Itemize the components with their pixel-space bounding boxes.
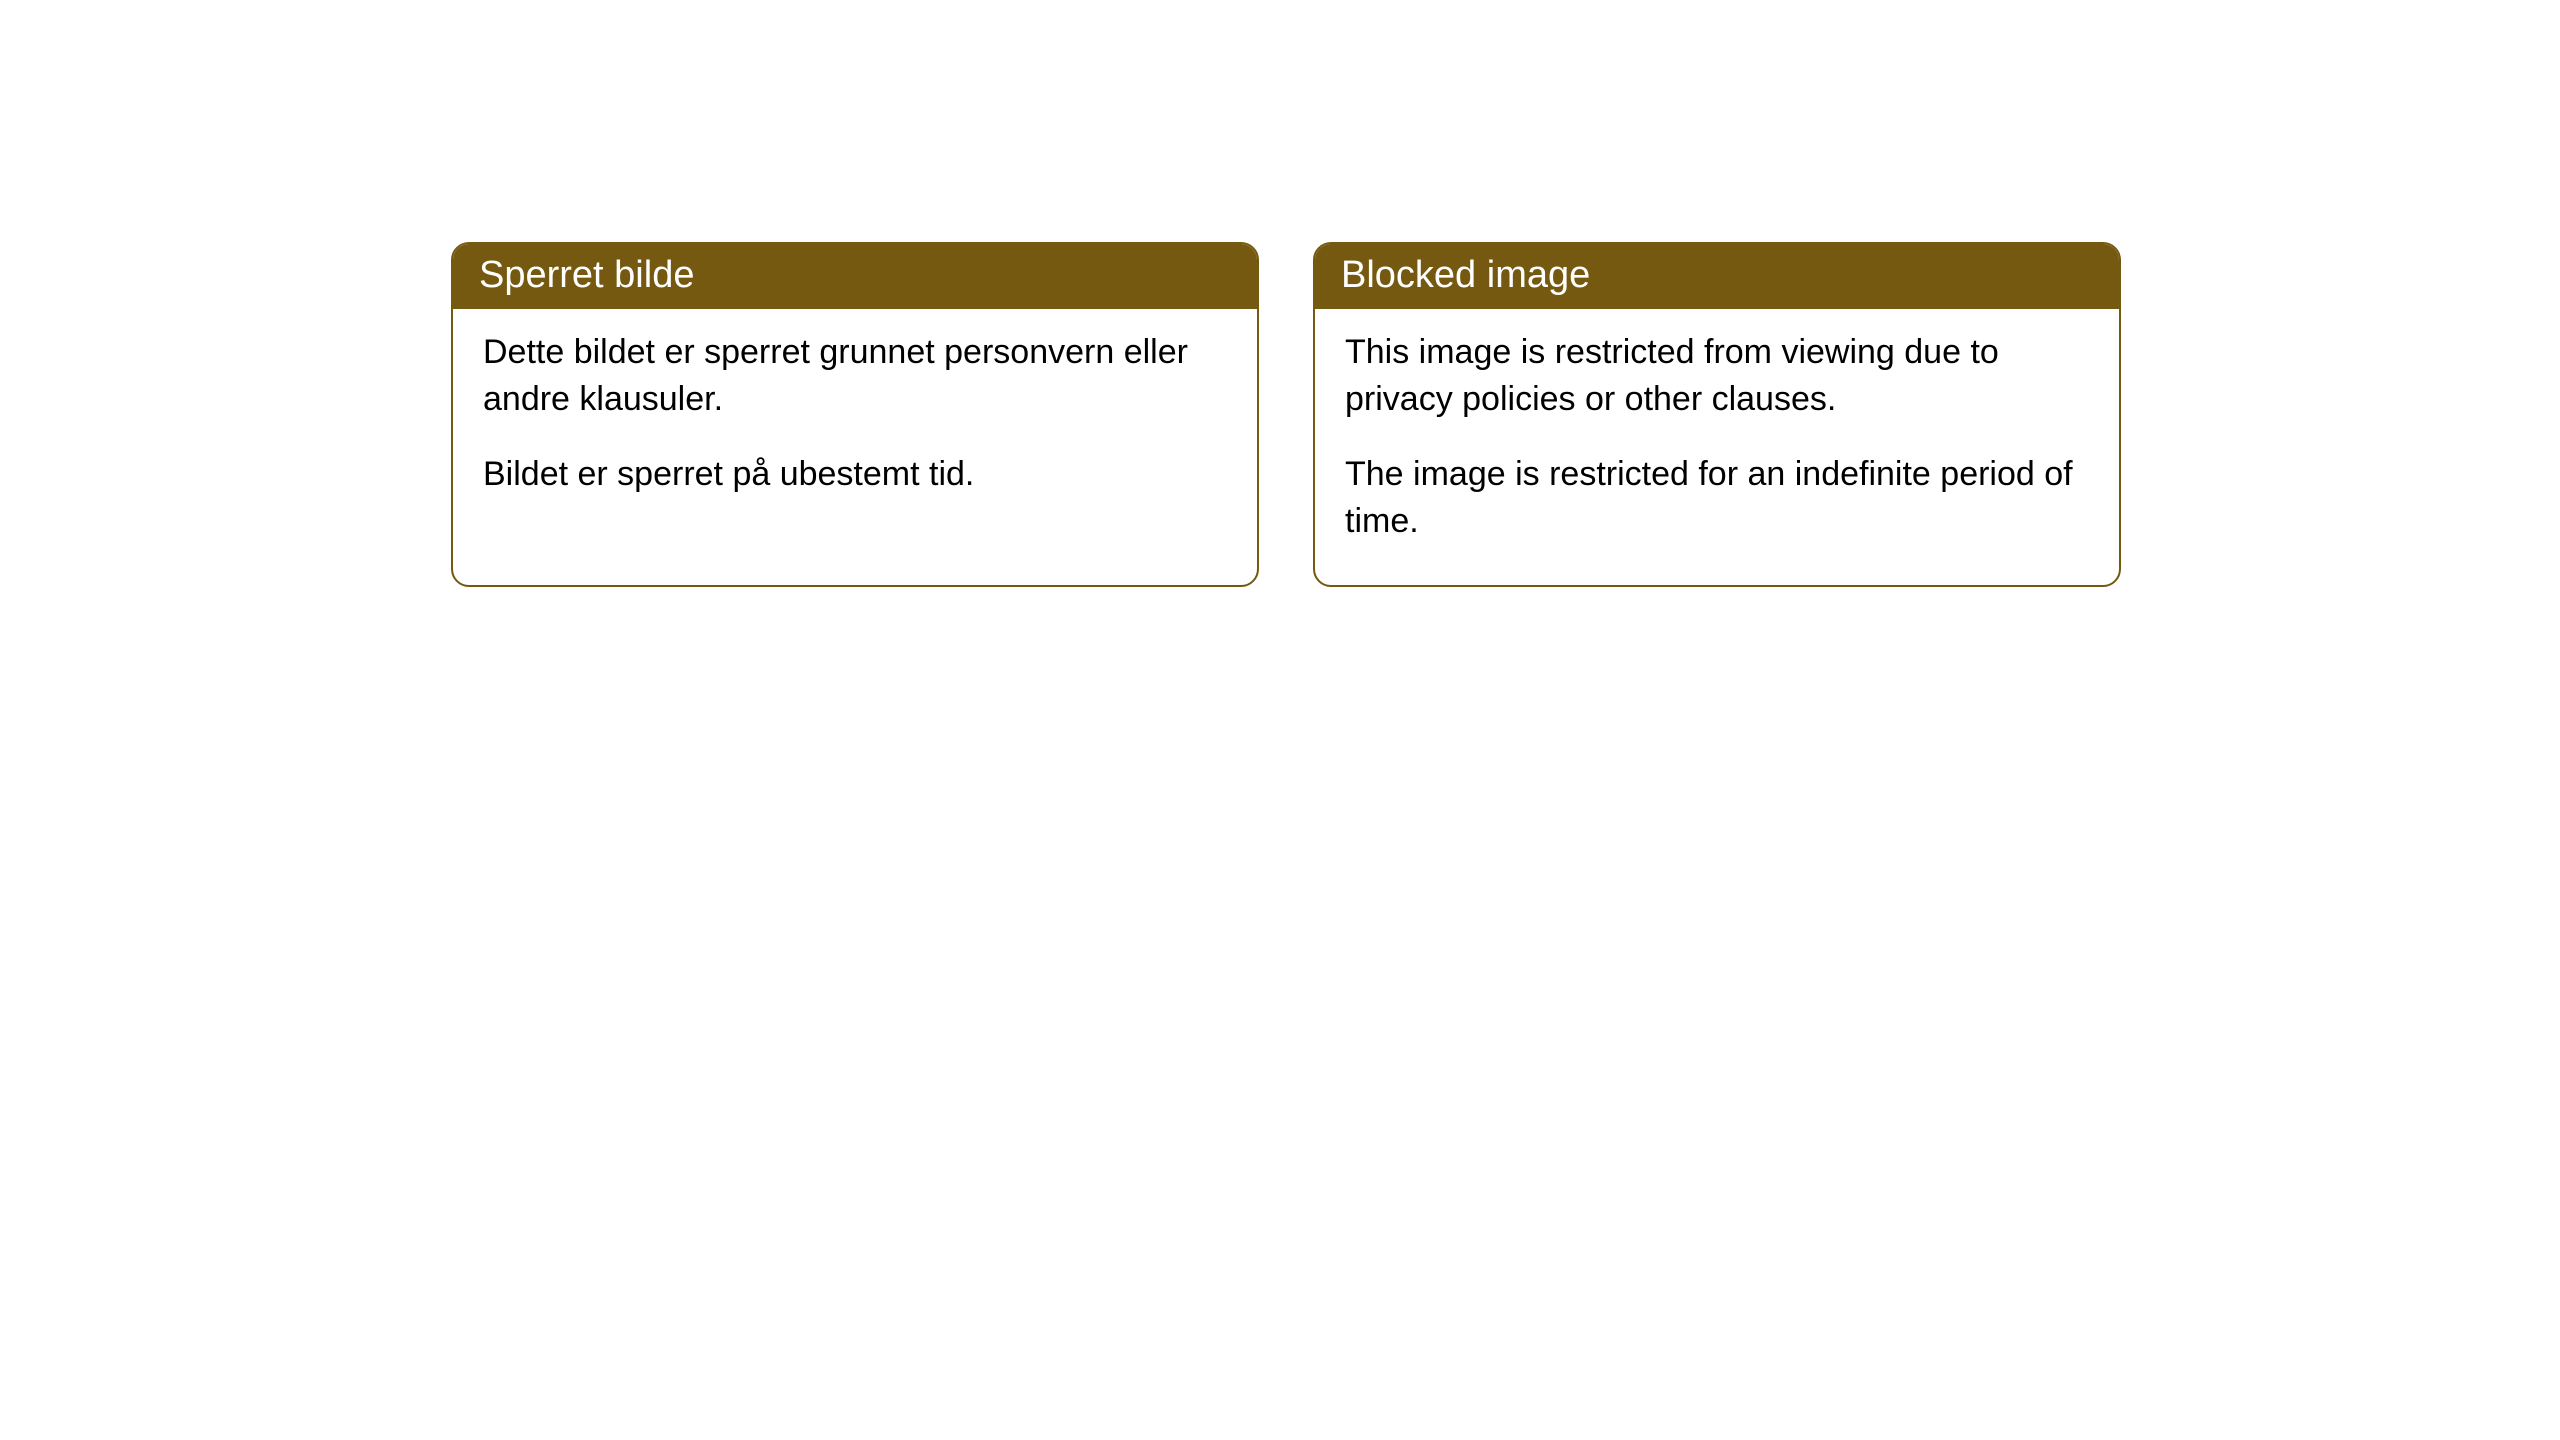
- notice-paragraph: This image is restricted from viewing du…: [1345, 329, 2089, 423]
- card-header: Sperret bilde: [453, 244, 1257, 309]
- notice-paragraph: Dette bildet er sperret grunnet personve…: [483, 329, 1227, 423]
- notice-cards-container: Sperret bilde Dette bildet er sperret gr…: [0, 0, 2560, 587]
- card-body: Dette bildet er sperret grunnet personve…: [453, 309, 1257, 538]
- notice-card-english: Blocked image This image is restricted f…: [1313, 242, 2121, 587]
- notice-card-norwegian: Sperret bilde Dette bildet er sperret gr…: [451, 242, 1259, 587]
- notice-paragraph: The image is restricted for an indefinit…: [1345, 451, 2089, 545]
- card-header: Blocked image: [1315, 244, 2119, 309]
- card-body: This image is restricted from viewing du…: [1315, 309, 2119, 585]
- notice-paragraph: Bildet er sperret på ubestemt tid.: [483, 451, 1227, 498]
